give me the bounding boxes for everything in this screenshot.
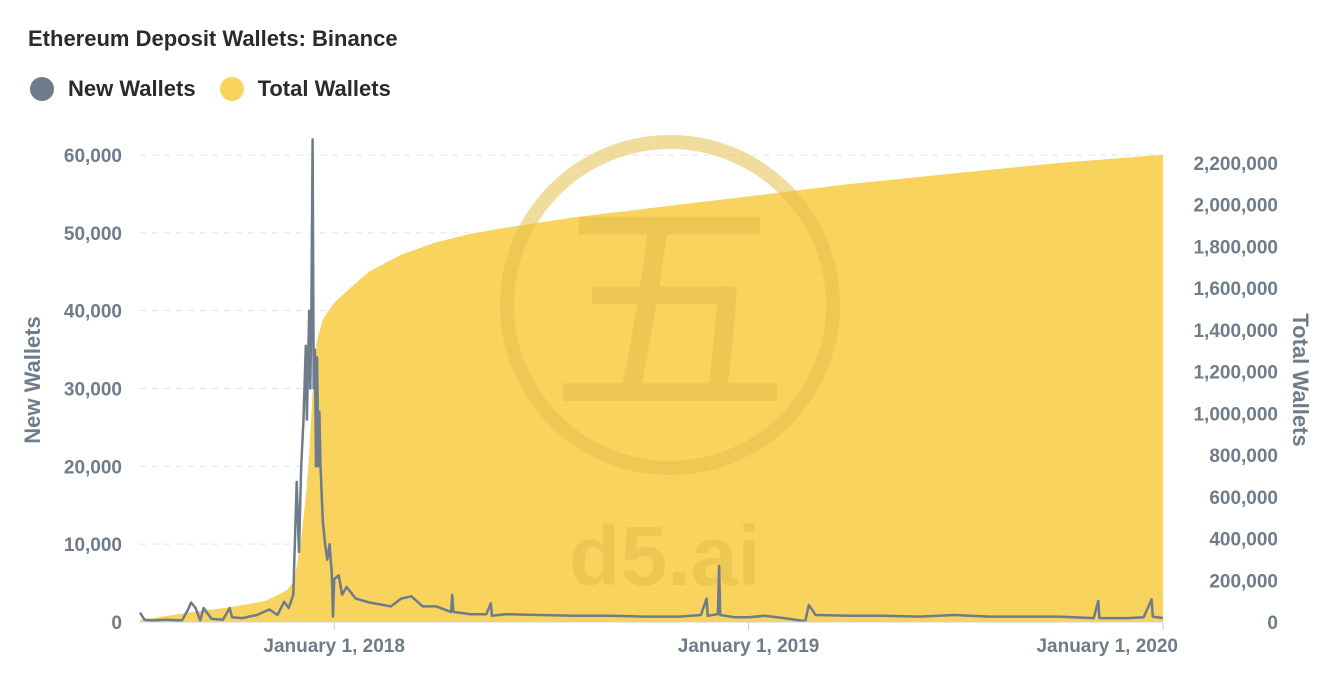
watermark-logo: 五 d5.ai <box>500 135 840 603</box>
y-right-tick-label: 1,200,000 <box>1193 363 1278 384</box>
y-right-tick-label: 800,000 <box>1209 446 1278 467</box>
legend-item-total-wallets[interactable]: Total Wallets <box>219 76 391 102</box>
y-right-tick-label: 2,200,000 <box>1193 154 1278 175</box>
y-right-tick-label: 1,400,000 <box>1193 321 1278 342</box>
x-tick-label: January 1, 2020 <box>1036 636 1178 657</box>
y-right-tick-label: 1,800,000 <box>1193 237 1278 258</box>
y-left-tick-label: 50,000 <box>64 224 122 245</box>
total-wallets-area <box>140 154 1163 622</box>
y-right-tick-label: 2,000,000 <box>1193 196 1278 217</box>
legend-item-new-wallets[interactable]: New Wallets <box>30 76 196 102</box>
x-tick-label: January 1, 2019 <box>678 636 820 657</box>
legend-label-total-wallets: Total Wallets <box>257 76 391 101</box>
legend-swatch-total-wallets <box>219 77 244 101</box>
watermark-circle <box>500 135 840 475</box>
y-right-tick-label: 0 <box>1267 613 1278 634</box>
chart-title: Ethereum Deposit Wallets: Binance <box>28 26 398 51</box>
y-right-tick-label: 1,600,000 <box>1193 279 1278 300</box>
y-left-tick-label: 60,000 <box>64 146 122 167</box>
y-right-tick-label: 1,000,000 <box>1193 404 1278 425</box>
y-left-tick-label: 40,000 <box>64 302 122 323</box>
y-left-tick-label: 0 <box>111 613 122 634</box>
y-axis-left: 0 10,000 20,000 30,000 40,000 50,000 60,000 <box>64 146 122 634</box>
y-left-tick-label: 30,000 <box>64 380 122 401</box>
new-wallets-line <box>138 138 1164 623</box>
y-right-tick-label: 600,000 <box>1209 488 1278 509</box>
watermark-glyph: 五 <box>550 172 790 452</box>
y-axis-right-title: Total Wallets <box>1288 313 1313 446</box>
y-left-tick-label: 10,000 <box>64 535 122 556</box>
legend-label-new-wallets: New Wallets <box>68 76 196 101</box>
legend-swatch-new-wallets <box>30 77 54 101</box>
legend: New Wallets Total Wallets <box>30 76 415 102</box>
watermark-text: d5.ai <box>569 509 760 603</box>
y-right-tick-label: 400,000 <box>1209 530 1278 551</box>
x-axis: January 1, 2018 January 1, 2019 January 1,… <box>263 622 1178 657</box>
y-left-tick-label: 20,000 <box>64 457 122 478</box>
y-right-tick-label: 200,000 <box>1209 571 1278 592</box>
y-axis-left-title: New Wallets <box>20 316 45 444</box>
x-tick-label: January 1, 2018 <box>263 636 405 657</box>
y-axis-right: 0 200,000 400,000 600,000 800,000 1,000,000 1,… <box>1193 154 1278 634</box>
